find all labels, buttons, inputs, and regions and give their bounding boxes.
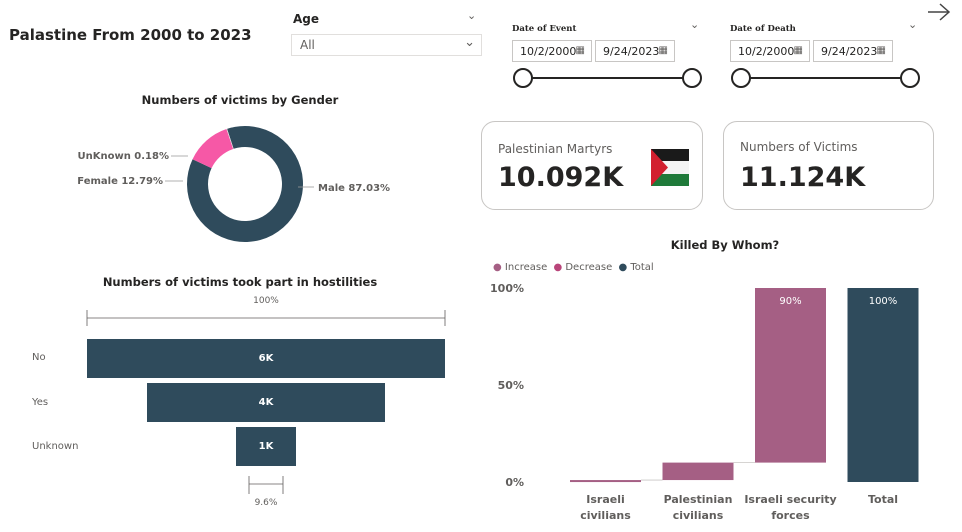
card-value: 10.092K xyxy=(498,162,624,193)
calendar-icon[interactable]: ▦ xyxy=(876,45,886,56)
legend-dot-icon: ● xyxy=(493,262,502,273)
funnel-top-percent: 100% xyxy=(253,296,279,306)
donut-slice-female[interactable] xyxy=(192,129,234,169)
legend-total: Total xyxy=(630,262,654,273)
bar-data-label: 90% xyxy=(779,296,801,307)
funnel-bar-label: 1K xyxy=(258,441,274,452)
funnel-label-yes: Yes xyxy=(32,397,49,408)
card-label: Numbers of Victims xyxy=(740,140,858,154)
funnel-chart-title: Numbers of victims took part in hostilit… xyxy=(102,275,378,289)
legend-decrease: Decrease xyxy=(565,262,613,273)
age-dropdown[interactable]: All ⌄ xyxy=(291,34,482,56)
death-end-date: 9/24/2023 xyxy=(821,45,878,58)
slice-label-female: Female 12.79% xyxy=(77,176,163,187)
event-end-date: 9/24/2023 xyxy=(603,45,660,58)
legend-increase: Increase xyxy=(504,262,548,273)
slice-label-male: Male 87.03% xyxy=(318,183,390,194)
death-date-range-slider[interactable] xyxy=(728,66,924,90)
donut-slice-male[interactable] xyxy=(187,125,304,242)
death-end-date-input[interactable]: 9/24/2023 ▦ xyxy=(813,40,893,62)
funnel-bar-label: 4K xyxy=(258,397,274,408)
donut-slice-unknown[interactable] xyxy=(226,128,234,149)
funnel-bar-no[interactable]: 6K xyxy=(87,339,445,378)
y-tick-label: 50% xyxy=(498,379,524,392)
waterfall-bar[interactable] xyxy=(755,288,826,463)
arrow-right-icon[interactable] xyxy=(926,2,952,22)
x-category-label: civilians xyxy=(673,509,724,522)
legend-dot-icon: ● xyxy=(553,262,563,273)
death-date-label: Date of Death xyxy=(730,24,796,34)
event-date-range-slider[interactable] xyxy=(510,66,706,90)
palestinian-martyrs-card[interactable]: Palestinian Martyrs 10.092K xyxy=(481,121,703,210)
event-start-date-input[interactable]: 10/2/2000 ▦ xyxy=(512,40,592,62)
slider-start-handle[interactable] xyxy=(731,68,751,88)
funnel-bar-label: 6K xyxy=(258,353,274,364)
chevron-down-icon[interactable]: ⌄ xyxy=(690,18,700,31)
card-label: Palestinian Martyrs xyxy=(498,142,613,156)
death-start-date: 10/2/2000 xyxy=(738,45,795,58)
funnel-bottom-percent: 9.6% xyxy=(254,498,278,508)
chevron-down-icon[interactable]: ⌄ xyxy=(467,9,477,22)
death-start-date-input[interactable]: 10/2/2000 ▦ xyxy=(730,40,810,62)
page-title: Palastine From 2000 to 2023 xyxy=(9,26,252,44)
waterfall-bar[interactable] xyxy=(847,288,919,482)
calendar-icon[interactable]: ▦ xyxy=(658,45,668,56)
numbers-of-victims-card[interactable]: Numbers of Victims 11.124K xyxy=(723,121,934,210)
x-category-label: Israeli security xyxy=(744,493,836,506)
slider-end-handle[interactable] xyxy=(682,68,702,88)
palestine-flag-icon xyxy=(651,149,689,186)
age-slicer-label: Age xyxy=(293,12,320,26)
x-category-label: civilians xyxy=(580,509,631,522)
card-value: 11.124K xyxy=(740,162,866,193)
slice-label-unknown: UnKnown 0.18% xyxy=(77,151,169,162)
event-date-label: Date of Event xyxy=(512,24,577,34)
bar-data-label: 100% xyxy=(869,296,898,307)
gender-chart-title: Numbers of victims by Gender xyxy=(141,93,339,107)
funnel-bar-yes[interactable]: 4K xyxy=(146,383,386,422)
calendar-icon[interactable]: ▦ xyxy=(793,45,803,56)
legend-dot-icon: ● xyxy=(618,262,628,273)
funnel-label-unknown: Unknown xyxy=(32,441,79,452)
funnel-label-no: No xyxy=(32,352,46,363)
calendar-icon[interactable]: ▦ xyxy=(575,45,585,56)
age-dropdown-value: All xyxy=(300,38,315,52)
event-end-date-input[interactable]: 9/24/2023 ▦ xyxy=(595,40,675,62)
killed-by-whom-waterfall-chart[interactable]: 100% 50% 0% Israeli civilians Palestinian civi… xyxy=(480,278,950,530)
x-category-label: Total xyxy=(868,493,898,506)
waterfall-chart-title: Killed By Whom? xyxy=(670,238,780,252)
x-category-label: forces xyxy=(771,509,810,522)
funnel-top-bracket xyxy=(86,310,446,326)
funnel-bar-unknown[interactable]: 1K xyxy=(236,427,296,466)
chevron-down-icon[interactable]: ⌄ xyxy=(908,18,918,31)
chart-legend: ● Increase ● Decrease ● Total xyxy=(493,262,654,273)
x-category-label: Palestinian xyxy=(664,493,733,506)
waterfall-bar[interactable] xyxy=(570,480,641,483)
waterfall-bar[interactable] xyxy=(662,462,734,481)
y-tick-label: 0% xyxy=(505,476,524,489)
y-tick-label: 100% xyxy=(490,282,524,295)
chevron-down-icon: ⌄ xyxy=(464,35,475,50)
event-start-date: 10/2/2000 xyxy=(520,45,577,58)
x-category-label: Israeli xyxy=(586,493,625,506)
slider-start-handle[interactable] xyxy=(513,68,533,88)
funnel-bottom-bracket xyxy=(248,476,284,494)
gender-donut-chart[interactable]: UnKnown 0.18% Female 12.79% Male 87.03% xyxy=(0,112,470,252)
slider-end-handle[interactable] xyxy=(900,68,920,88)
